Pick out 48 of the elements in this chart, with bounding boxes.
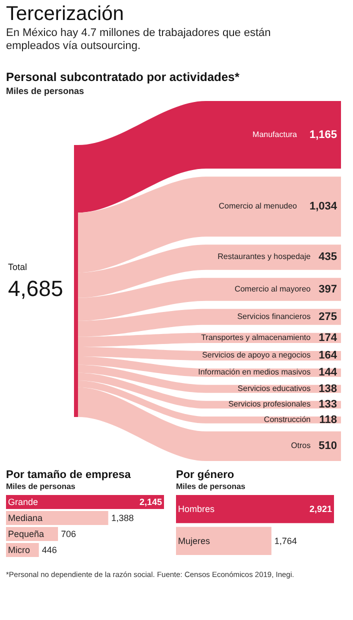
chart-title: Por tamaño de empresa — [6, 469, 132, 481]
text: Tercerización — [6, 3, 124, 25]
y-tick-label: Pequeña — [8, 528, 44, 539]
text: 4,685 — [8, 276, 64, 301]
data-label: 275 — [318, 310, 337, 323]
category-label: Servicios de apoyo a negocios — [202, 350, 311, 360]
data-label: 510 — [318, 440, 337, 452]
data-label: 1,034 — [309, 200, 338, 213]
data-label: 118 — [319, 414, 337, 426]
data-label: 164 — [318, 350, 338, 362]
data-label: 138 — [318, 382, 337, 395]
chart-subtitle: Miles de personas — [6, 482, 76, 491]
text: Personal subcontratado por actividades* — [6, 70, 240, 84]
y-tick-label: Micro — [8, 544, 30, 555]
data-label: 1,388 — [111, 513, 134, 524]
category-label: Manufactura — [252, 130, 298, 139]
data-label: 1,165 — [309, 128, 337, 141]
category-label: Otros — [291, 441, 311, 450]
data-label: 706 — [61, 528, 76, 539]
category-label: Servicios profesionales — [228, 400, 311, 409]
text: Miles de personas — [6, 86, 84, 96]
category-label: Transportes y almacenamiento — [201, 332, 312, 342]
y-tick-label: Mujeres — [178, 536, 211, 546]
data-label: 1,764 — [274, 536, 297, 546]
category-label: Información en medios masivos — [198, 368, 311, 377]
bar — [6, 495, 164, 510]
y-tick-label: Grande — [8, 497, 38, 508]
data-label: 435 — [318, 251, 337, 264]
y-tick-label: Hombres — [178, 504, 216, 514]
category-label: Comercio al mayoreo — [234, 284, 312, 294]
category-label: Construcción — [264, 414, 311, 424]
data-label: 174 — [318, 332, 338, 344]
text: En México hay 4.7 millones de trabajadores que están empleados vía outsourcing. — [6, 27, 271, 52]
category-label: Comercio al menudeo — [218, 202, 298, 211]
category-label: Servicios financieros — [237, 312, 311, 321]
bar — [6, 510, 108, 526]
category-label: Restaurantes y hospedaje — [218, 252, 312, 262]
chart-subtitle: Miles de personas — [176, 482, 246, 491]
category-label: Servicios educativos — [238, 384, 311, 393]
y-tick-label: Mediana — [8, 513, 43, 524]
data-label: 133 — [318, 398, 337, 411]
data-label: 2,921 — [309, 504, 332, 514]
data-label: 144 — [318, 366, 338, 379]
chart-title: Por género — [176, 469, 234, 481]
data-label: 446 — [42, 544, 57, 555]
data-label: 2,145 — [139, 497, 162, 508]
data-label: 397 — [318, 283, 337, 296]
text: Total — [8, 262, 28, 272]
